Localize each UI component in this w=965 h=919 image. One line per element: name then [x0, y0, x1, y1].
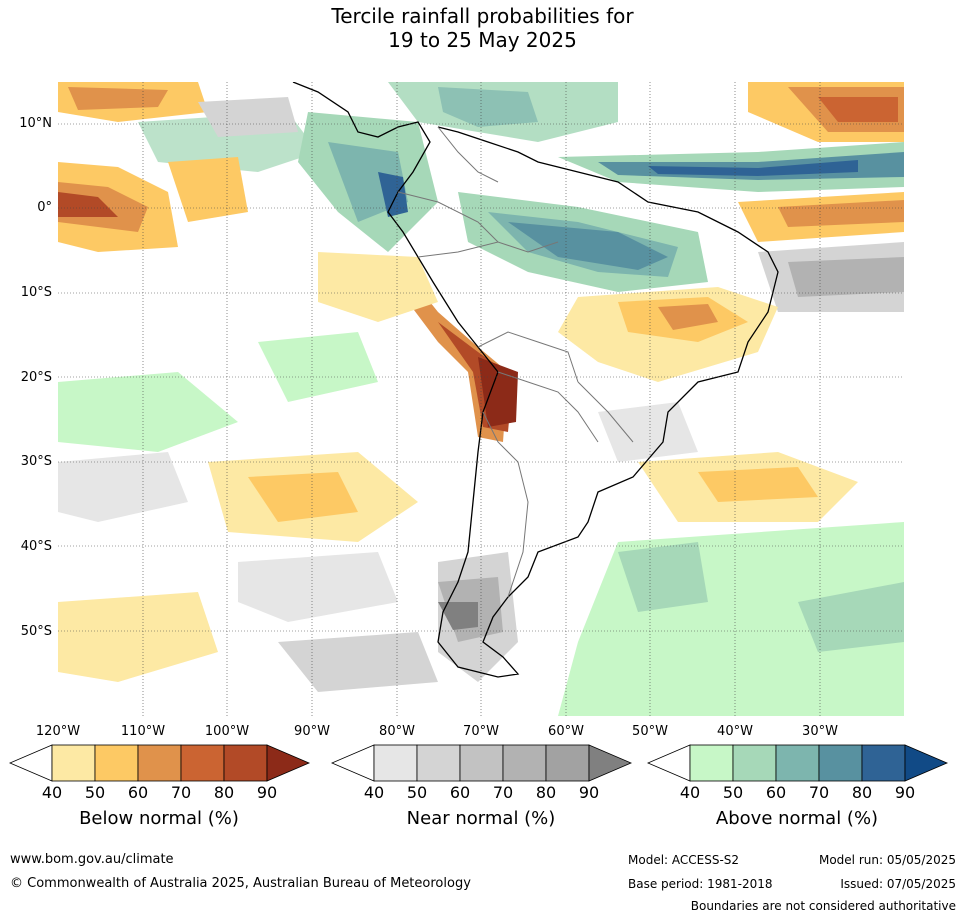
- website-link[interactable]: www.bom.gov.au/climate: [10, 852, 174, 867]
- colorbar-segment: [861, 744, 906, 782]
- colorbar-cap-low: [646, 744, 691, 782]
- colorbar-below-normal: [8, 744, 311, 782]
- colorbar-segment: [416, 744, 461, 782]
- colorbar-tick: 60: [127, 783, 149, 802]
- colorbar-segment: [689, 744, 734, 782]
- colorbar-tick: 50: [84, 783, 106, 802]
- model-run-date: Model run: 05/05/2025: [818, 853, 956, 867]
- colorbar-tick: 90: [578, 783, 600, 802]
- colorbar-cap-high: [588, 744, 633, 782]
- country-borders: [397, 126, 634, 598]
- colorbar-tick: 80: [851, 783, 873, 802]
- lat-label: 20°S: [20, 370, 52, 385]
- lat-label: 40°S: [20, 539, 52, 554]
- colorbar-tick: 90: [256, 783, 278, 802]
- colorbar-near-normal: [330, 744, 633, 782]
- probability-map: [58, 82, 904, 716]
- colorbar-segment: [502, 744, 547, 782]
- lon-label: 110°W: [120, 724, 166, 739]
- map-title: Tercile rainfall probabilities for 19 to…: [0, 4, 965, 52]
- colorbar-tick: 70: [170, 783, 192, 802]
- colorbar-tick: 70: [808, 783, 830, 802]
- colorbar-title-near-normal: Near normal (%): [406, 808, 556, 829]
- lat-label: 0°: [37, 200, 52, 215]
- colorbar-tick: 40: [41, 783, 63, 802]
- colorbar-cap-high: [266, 744, 311, 782]
- lon-label: 80°W: [379, 724, 415, 739]
- colorbar-tick: 90: [894, 783, 916, 802]
- lon-label: 60°W: [548, 724, 584, 739]
- lon-label: 50°W: [632, 724, 668, 739]
- lat-label: 30°S: [20, 454, 52, 469]
- map-canvas: [58, 82, 904, 716]
- colorbar-segment: [545, 744, 590, 782]
- issued-date: Issued: 07/05/2025: [840, 877, 956, 891]
- copyright-text: © Commonwealth of Australia 2025, Austra…: [10, 876, 471, 891]
- lon-label: 30°W: [802, 724, 838, 739]
- boundaries-note: Boundaries are not considered authoritat…: [690, 899, 956, 913]
- colorbar-segment: [373, 744, 418, 782]
- colorbar-segment: [775, 744, 820, 782]
- probability-shading: [58, 82, 904, 716]
- colorbar-tick: 40: [679, 783, 701, 802]
- colorbar-tick: 80: [213, 783, 235, 802]
- colorbar-segment: [137, 744, 182, 782]
- lat-label: 10°S: [20, 285, 52, 300]
- colorbar-cap-high: [904, 744, 949, 782]
- colorbar-tick: 60: [449, 783, 471, 802]
- colorbar-segment: [51, 744, 96, 782]
- colorbar-segment: [732, 744, 777, 782]
- lon-label: 90°W: [294, 724, 330, 739]
- colorbars: [8, 744, 949, 782]
- colorbar-segment: [459, 744, 504, 782]
- colorbar-tick: 80: [535, 783, 557, 802]
- colorbar-segment: [94, 744, 139, 782]
- gridlines: [58, 82, 904, 716]
- colorbar-above-normal: [646, 744, 949, 782]
- colorbar-title-above-normal: Above normal (%): [715, 808, 879, 829]
- colorbar-tick: 50: [722, 783, 744, 802]
- model-name: Model: ACCESS-S2: [628, 853, 740, 867]
- colorbar-segment: [223, 744, 268, 782]
- lon-label: 70°W: [463, 724, 499, 739]
- lon-label: 100°W: [204, 724, 250, 739]
- colorbar-cap-low: [8, 744, 53, 782]
- title-line-1: Tercile rainfall probabilities for: [331, 4, 634, 28]
- base-period: Base period: 1981-2018: [628, 877, 773, 891]
- colorbar-tick: 50: [406, 783, 428, 802]
- lat-label: 10°N: [19, 116, 52, 131]
- colorbar-tick: 40: [363, 783, 385, 802]
- lat-label: 50°S: [20, 624, 52, 639]
- colorbar-segment: [180, 744, 225, 782]
- lon-label: 40°W: [717, 724, 753, 739]
- title-line-2: 19 to 25 May 2025: [388, 28, 577, 52]
- colorbar-segment: [818, 744, 863, 782]
- colorbar-tick: 70: [492, 783, 514, 802]
- colorbar-tick: 60: [765, 783, 787, 802]
- lon-label: 120°W: [35, 724, 81, 739]
- colorbar-title-below-normal: Below normal (%): [79, 808, 239, 829]
- colorbar-cap-low: [330, 744, 375, 782]
